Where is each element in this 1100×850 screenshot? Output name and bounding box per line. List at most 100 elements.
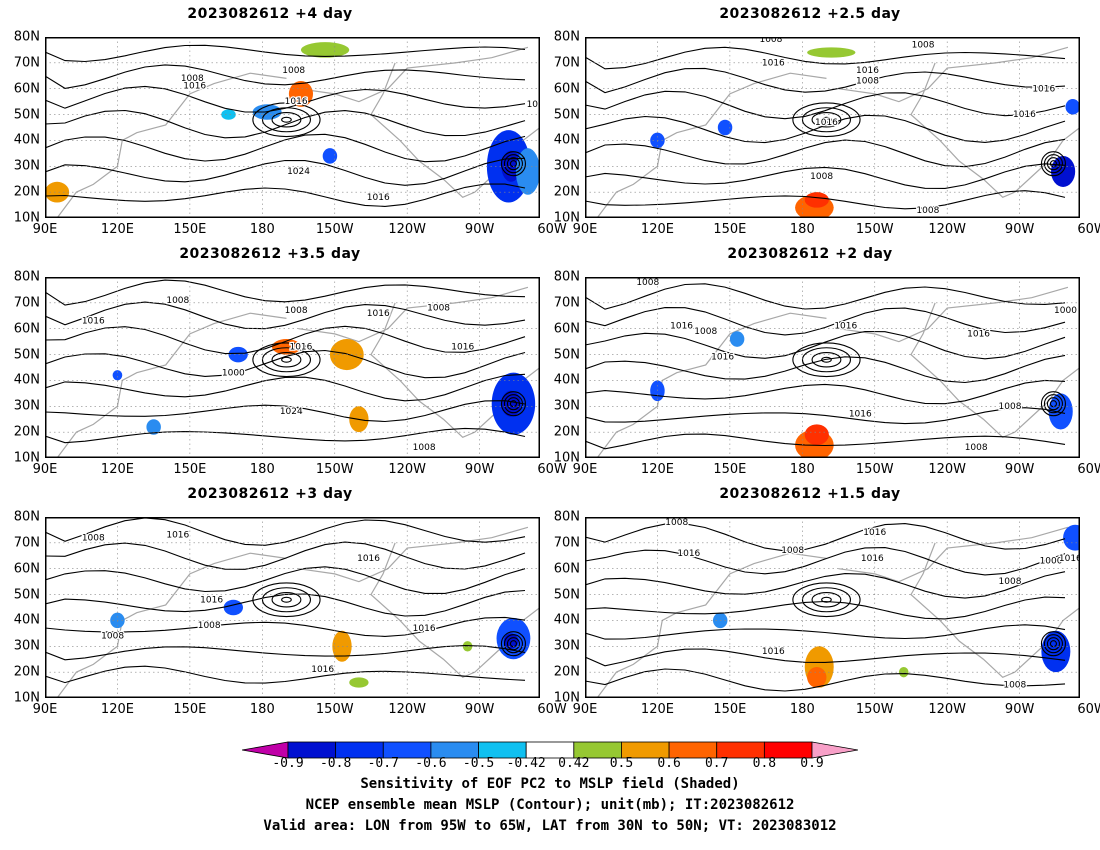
contour-label: 1008 — [912, 40, 935, 50]
contour-label: 1016 — [677, 549, 700, 559]
lat-tick-label: 40N — [13, 612, 40, 628]
contour-label: 1008 — [82, 533, 105, 543]
map-panel-plus1-5: 2023082612 +1.5 day 1008 1016 1008 1016 1016… — [540, 480, 1100, 720]
isobar-ring — [261, 347, 312, 373]
graticule — [585, 37, 1080, 218]
isobar-ring — [506, 157, 520, 171]
contour-label: 1016 — [82, 317, 105, 327]
sensitivity-patch — [223, 599, 243, 616]
isobar — [45, 64, 526, 89]
lat-tick-label: 50N — [13, 347, 40, 363]
contour-label: 1016 — [834, 322, 857, 332]
map-panel-plus3-5: 2023082612 +3.5 day 1008 1016 1008 1016 1016… — [0, 240, 567, 480]
lon-tick-label: 150E — [173, 702, 207, 717]
graticule — [45, 277, 540, 458]
isobar — [585, 138, 1066, 168]
lon-tick-label: 120E — [640, 702, 674, 717]
lon-tick-label: 60W — [537, 462, 567, 477]
isobar — [585, 624, 1066, 640]
panel-title: 2023082612 +1.5 day — [719, 486, 901, 502]
isobar-ring — [503, 634, 523, 654]
isobar — [585, 46, 1066, 70]
contour-label: 1008 — [181, 74, 204, 84]
contour-label: 1000 — [1040, 557, 1063, 567]
lon-tick-label: 150W — [855, 222, 894, 237]
contour-label: 1016 — [849, 410, 872, 420]
panel-title: 2023082612 +4 day — [187, 6, 353, 22]
contour-label: 1016 — [861, 554, 884, 564]
lat-tick-label: 60N — [553, 561, 580, 577]
isobar-ring — [1046, 157, 1060, 171]
contour-label: 1016 — [1013, 110, 1036, 120]
isobar-ring — [1046, 637, 1060, 651]
lon-tick-label: 150E — [713, 702, 747, 717]
lon-tick-label: 180 — [789, 222, 815, 237]
isobar — [585, 547, 1066, 576]
mslp-contours — [585, 283, 1066, 450]
lon-tick-label: 150W — [315, 462, 354, 477]
isobar-ring — [281, 356, 292, 363]
contour-label: 1016 — [815, 118, 838, 128]
isobar — [45, 301, 526, 330]
lat-tick-label: 60N — [553, 321, 580, 337]
graticule — [45, 37, 540, 218]
lat-tick-label: 30N — [13, 398, 40, 414]
lon-tick-label: 150E — [173, 462, 207, 477]
lat-tick-label: 40N — [553, 132, 580, 148]
isobar-ring — [503, 394, 523, 414]
lon-tick-label: 90W — [1004, 462, 1035, 477]
lon-tick-label: 60W — [1077, 702, 1100, 717]
isobar — [585, 90, 1066, 120]
lon-tick-label: 120E — [640, 462, 674, 477]
contour-label: 1000 — [222, 368, 245, 378]
sensitivity-map: 1008 1016 1016 1016 1008 1016 1008 1016 — [45, 517, 540, 698]
lon-tick-label: 150W — [315, 702, 354, 717]
sensitivity-map: 1008 1016 1008 1016 1016 1008 1016 1000 1024 1008 — [45, 277, 540, 458]
lon-tick-label: 90W — [1004, 702, 1035, 717]
contour-label: 1008 — [999, 577, 1022, 587]
lat-tick-label: 40N — [13, 372, 40, 388]
footer-line-1: Sensitivity of EOF PC2 to MSLP field (Sh… — [360, 776, 740, 792]
isobar — [585, 114, 1066, 144]
isobar — [585, 354, 1066, 384]
contour-labels: 100810161008101610241016101 — [180, 65, 540, 204]
contour-label: 1016 — [289, 342, 312, 352]
contour-label: 1008 — [856, 77, 879, 87]
isobar-ring — [252, 582, 321, 618]
lat-tick-label: 10N — [553, 690, 580, 706]
sensitivity-patch — [1041, 630, 1071, 673]
sensitivity-patch — [804, 192, 829, 208]
lat-tick-label: 40N — [553, 372, 580, 388]
isobar — [45, 517, 526, 546]
isobar-ring — [1043, 394, 1063, 414]
lat-tick-label: 80N — [553, 269, 580, 285]
lat-tick-label: 50N — [553, 587, 580, 603]
sensitivity-shading — [112, 339, 536, 435]
lon-tick-label: 60W — [537, 702, 567, 717]
lat-tick-label: 70N — [13, 295, 40, 311]
lat-tick-label: 80N — [13, 509, 40, 525]
sensitivity-patch — [349, 677, 369, 688]
isobar-ring — [252, 342, 321, 378]
lat-tick-label: 20N — [553, 664, 580, 680]
isobar-ring — [1049, 400, 1057, 408]
lat-tick-label: 80N — [553, 509, 580, 525]
isobar — [45, 665, 526, 684]
sensitivity-patch — [717, 119, 733, 136]
lon-tick-label: 60W — [1077, 222, 1100, 237]
isobar — [45, 133, 526, 163]
sensitivity-patch — [322, 148, 338, 164]
contour-label: 1008 — [999, 402, 1022, 412]
isobar-ring — [281, 596, 292, 603]
colorbar-tick-label: 0.6 — [657, 756, 681, 771]
contour-label: 1008 — [282, 66, 305, 76]
sensitivity-patch — [146, 419, 161, 435]
sensitivity-patch — [1048, 393, 1073, 430]
lon-tick-label: 120E — [100, 462, 134, 477]
contour-label: 1016 — [311, 665, 334, 675]
footer-line-2: NCEP ensemble mean MSLP (Contour); unit(… — [305, 797, 795, 813]
isobar — [585, 571, 1066, 599]
lat-tick-label: 50N — [13, 107, 40, 123]
contour-label: 1016 — [357, 554, 380, 564]
